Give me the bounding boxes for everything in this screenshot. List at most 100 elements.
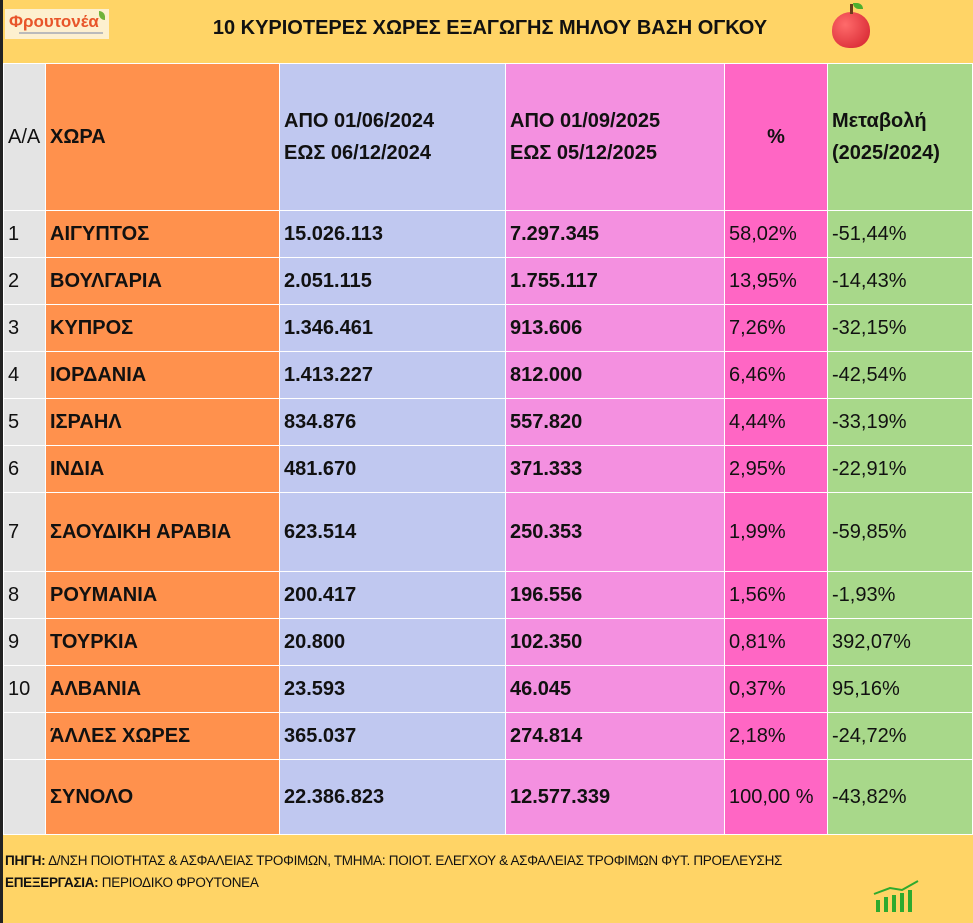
volume-2024: 623.514 — [279, 492, 506, 572]
header-2024-from: ΑΠΟ 01/06/2024 — [284, 110, 435, 132]
header-aa-label: Α/Α — [8, 126, 41, 148]
country-name: ΣΥΝΟΛΟ — [45, 759, 280, 835]
row-number: 7 — [3, 492, 46, 572]
volume-2024: 15.026.113 — [279, 210, 506, 258]
volume-2025: 1.755.117 — [505, 257, 725, 305]
share-pct: 0,37% — [724, 665, 828, 713]
row-number: 4 — [3, 351, 46, 399]
volume-2024: 481.670 — [279, 445, 506, 493]
country-name: ΆΛΛΕΣ ΧΩΡΕΣ — [45, 712, 280, 760]
processing-line: ΕΠΕΞΕΡΓΑΣΙΑ: ΠΕΡΙΟΔΙΚΟ ΦΡΟΥΤΟΝΕΑ — [5, 872, 782, 894]
header-period-2025: ΑΠΟ 01/09/2025 ΕΩΣ 05/12/2025 — [505, 63, 725, 211]
volume-2024: 1.346.461 — [279, 304, 506, 352]
volume-2025: 102.350 — [505, 618, 725, 666]
share-pct: 4,44% — [724, 398, 828, 446]
change-pct: -14,43% — [827, 257, 973, 305]
table-row: 9 ΤΟΥΡΚΙΑ 20.800 102.350 0,81% 392,07% — [3, 618, 973, 666]
volume-2025: 371.333 — [505, 445, 725, 493]
row-number — [3, 759, 46, 835]
change-pct: -33,19% — [827, 398, 973, 446]
share-pct: 2,18% — [724, 712, 828, 760]
header-aa: Α/Α — [3, 63, 46, 211]
row-number: 2 — [3, 257, 46, 305]
share-pct: 1,56% — [724, 571, 828, 619]
header-2025-to: ΕΩΣ 05/12/2025 — [510, 142, 658, 164]
title-bar — [3, 0, 973, 62]
row-number: 9 — [3, 618, 46, 666]
country-name: ΑΛΒΑΝΙΑ — [45, 665, 280, 713]
volume-2024: 1.413.227 — [279, 351, 506, 399]
row-number: 5 — [3, 398, 46, 446]
header-change-b: (2025/2024) — [832, 142, 940, 164]
volume-2025: 196.556 — [505, 571, 725, 619]
table-row: 1 ΑΙΓΥΠΤΟΣ 15.026.113 7.297.345 58,02% -51,44… — [3, 210, 973, 258]
share-pct: 6,46% — [724, 351, 828, 399]
table-row: 7 ΣΑΟΥΔΙΚΗ ΑΡΑΒΙΑ 623.514 250.353 1,99% -59,8… — [3, 492, 973, 572]
volume-2024: 200.417 — [279, 571, 506, 619]
country-name: ΤΟΥΡΚΙΑ — [45, 618, 280, 666]
exports-table: Α/Α ΧΩΡΑ ΑΠΟ 01/06/2024 ΕΩΣ 06/12/2024 ΑΠ… — [3, 63, 973, 835]
volume-2024: 20.800 — [279, 618, 506, 666]
change-pct: -42,54% — [827, 351, 973, 399]
table-row: 2 ΒΟΥΛΓΑΡΙΑ 2.051.115 1.755.117 13,95% -14,43… — [3, 257, 973, 305]
volume-2024: 365.037 — [279, 712, 506, 760]
header-row: Α/Α ΧΩΡΑ ΑΠΟ 01/06/2024 ΕΩΣ 06/12/2024 ΑΠ… — [3, 63, 973, 211]
processing-label: ΕΠΕΞΕΡΓΑΣΙΑ: — [5, 875, 99, 890]
volume-2025: 913.606 — [505, 304, 725, 352]
volume-2025: 274.814 — [505, 712, 725, 760]
change-pct: -43,82% — [827, 759, 973, 835]
apple-icon — [832, 3, 870, 48]
country-name: ΙΝΔΙΑ — [45, 445, 280, 493]
change-pct: -51,44% — [827, 210, 973, 258]
table-row: 6 ΙΝΔΙΑ 481.670 371.333 2,95% -22,91% — [3, 445, 973, 493]
source-line: ΠΗΓΗ: Δ/ΝΣΗ ΠΟΙΟΤΗΤΑΣ & ΑΣΦΑΛΕΙΑΣ ΤΡΟΦΙΜ… — [5, 850, 782, 872]
processing-text: ΠΕΡΙΟΔΙΚΟ ΦΡΟΥΤΟΝΕΑ — [98, 875, 259, 890]
volume-2025: 250.353 — [505, 492, 725, 572]
footer: ΠΗΓΗ: Δ/ΝΣΗ ΠΟΙΟΤΗΤΑΣ & ΑΣΦΑΛΕΙΑΣ ΤΡΟΦΙΜ… — [5, 850, 782, 894]
country-name: ΣΑΟΥΔΙΚΗ ΑΡΑΒΙΑ — [45, 492, 280, 572]
share-pct: 7,26% — [724, 304, 828, 352]
share-pct: 1,99% — [724, 492, 828, 572]
volume-2025: 12.577.339 — [505, 759, 725, 835]
change-pct: 392,07% — [827, 618, 973, 666]
table-row: 3 ΚΥΠΡΟΣ 1.346.461 913.606 7,26% -32,15% — [3, 304, 973, 352]
table-row: ΆΛΛΕΣ ΧΩΡΕΣ 365.037 274.814 2,18% -24,72% — [3, 712, 973, 760]
row-number: 10 — [3, 665, 46, 713]
volume-2024: 22.386.823 — [279, 759, 506, 835]
logo-text: Φρουτονέα — [9, 12, 99, 31]
table-row: 8 ΡΟΥΜΑΝΙΑ 200.417 196.556 1,56% -1,93% — [3, 571, 973, 619]
change-pct: -59,85% — [827, 492, 973, 572]
country-name: ΡΟΥΜΑΝΙΑ — [45, 571, 280, 619]
country-name: ΒΟΥΛΓΑΡΙΑ — [45, 257, 280, 305]
header-pct: % — [724, 63, 828, 211]
logo: Φρουτονέα — [5, 9, 109, 39]
share-pct: 0,81% — [724, 618, 828, 666]
volume-2024: 2.051.115 — [279, 257, 506, 305]
left-border — [0, 0, 3, 923]
volume-2025: 7.297.345 — [505, 210, 725, 258]
change-pct: -24,72% — [827, 712, 973, 760]
header-2024-to: ΕΩΣ 06/12/2024 — [284, 142, 432, 164]
header-country: ΧΩΡΑ — [45, 63, 280, 211]
share-pct: 13,95% — [724, 257, 828, 305]
volume-2024: 23.593 — [279, 665, 506, 713]
volume-2025: 812.000 — [505, 351, 725, 399]
header-2025-from: ΑΠΟ 01/09/2025 — [510, 110, 661, 132]
table-row: 10 ΑΛΒΑΝΙΑ 23.593 46.045 0,37% 95,16% — [3, 665, 973, 713]
table-row: 4 ΙΟΡΔΑΝΙΑ 1.413.227 812.000 6,46% -42,54% — [3, 351, 973, 399]
row-number: 3 — [3, 304, 46, 352]
volume-2025: 557.820 — [505, 398, 725, 446]
volume-2025: 46.045 — [505, 665, 725, 713]
country-name: ΑΙΓΥΠΤΟΣ — [45, 210, 280, 258]
row-number — [3, 712, 46, 760]
source-text: Δ/ΝΣΗ ΠΟΙΟΤΗΤΑΣ & ΑΣΦΑΛΕΙΑΣ ΤΡΟΦΙΜΩΝ, ΤΜ… — [45, 853, 783, 868]
row-number: 8 — [3, 571, 46, 619]
share-pct: 2,95% — [724, 445, 828, 493]
change-pct: -22,91% — [827, 445, 973, 493]
volume-2024: 834.876 — [279, 398, 506, 446]
leaf-icon — [99, 11, 105, 20]
share-pct: 100,00 % — [724, 759, 828, 835]
growth-chart-icon — [873, 880, 919, 912]
logo-tagline — [19, 32, 103, 34]
country-name: ΚΥΠΡΟΣ — [45, 304, 280, 352]
